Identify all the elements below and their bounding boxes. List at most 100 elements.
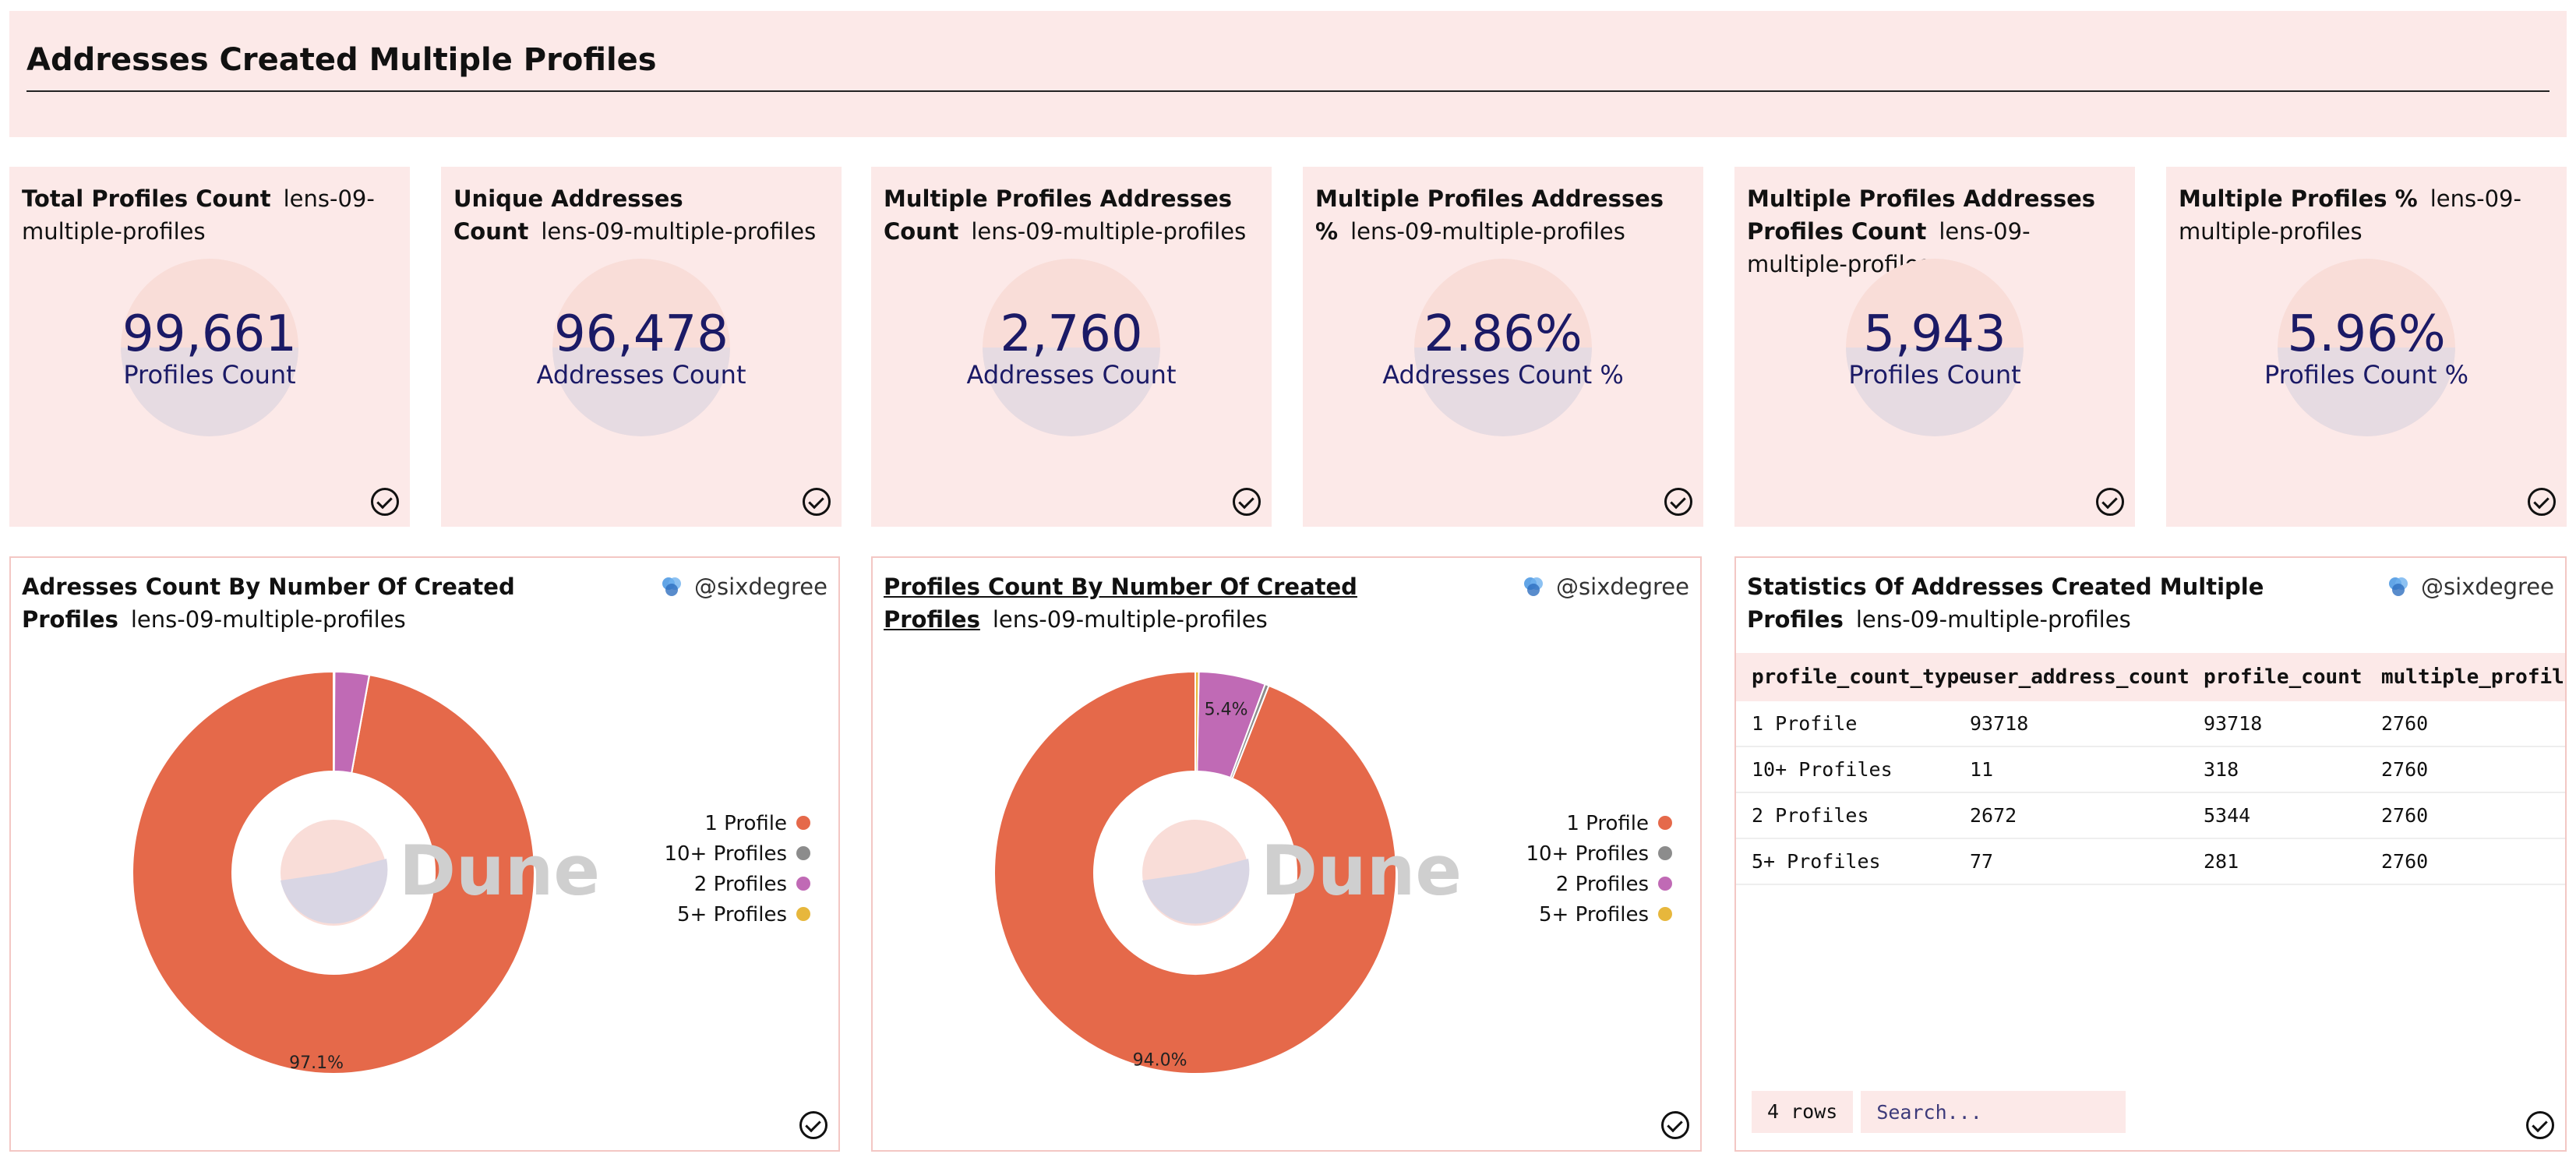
legend-label: 1 Profile xyxy=(704,812,787,835)
table-cell: 281 xyxy=(2204,850,2239,873)
author-name: @sixdegree xyxy=(1556,573,1689,600)
pie-slice-5-profiles[interactable] xyxy=(1194,670,1200,773)
column-header[interactable]: user_address_count xyxy=(1970,665,2190,689)
table-panel: Statistics Of Addresses Created Multiple… xyxy=(1734,556,2567,1152)
counter-background-pie xyxy=(1846,259,2024,436)
chart-title[interactable]: Profiles Count By Number Of Created Prof… xyxy=(884,573,1357,633)
table-cell: 93718 xyxy=(2204,712,2263,735)
legend-item[interactable]: 1 Profile xyxy=(1526,809,1672,839)
counter-title[interactable]: Multiple Profiles Addresses Count xyxy=(884,185,1233,245)
table-search-input[interactable] xyxy=(1861,1091,2126,1133)
counter-background-pie xyxy=(552,259,730,436)
query-name[interactable]: lens-09-multiple-profiles xyxy=(130,606,406,633)
check-icon xyxy=(1661,1111,1689,1139)
counter-card: Unique Addresses Count lens-09-multiple-p… xyxy=(441,167,842,527)
legend-color-dot xyxy=(796,906,810,921)
counter-label: Profiles Count % xyxy=(2264,360,2468,390)
watermark-pie-slice xyxy=(281,859,388,924)
legend-item[interactable]: 1 Profile xyxy=(664,809,810,839)
pie-slice-1-profile[interactable] xyxy=(993,670,1397,1075)
legend-label: 5+ Profiles xyxy=(1539,903,1649,926)
title-divider xyxy=(26,90,2550,92)
legend-item[interactable]: 5+ Profiles xyxy=(1526,900,1672,930)
pie-slice-1-profile[interactable] xyxy=(132,670,535,1075)
legend-label: 10+ Profiles xyxy=(1526,842,1649,866)
check-icon xyxy=(2526,1111,2554,1139)
legend-color-dot xyxy=(1658,906,1672,921)
legend-color-dot xyxy=(796,876,810,891)
table-row: 1 Profile 93718 93718 2760 xyxy=(1736,701,2565,747)
chart-panel-profiles: Profiles Count By Number Of Created Prof… xyxy=(871,556,1702,1152)
query-name[interactable]: lens-09-multiple-profiles xyxy=(1350,218,1625,245)
table-cell: 318 xyxy=(2204,758,2239,781)
chart-legend: 1 Profile 10+ Profiles 2 Profiles 5+ Profil… xyxy=(664,809,810,930)
table-cell: 2760 xyxy=(2381,850,2429,873)
query-name[interactable]: lens-09-multiple-profiles xyxy=(992,606,1268,633)
counter-title[interactable]: Multiple Profiles Addresses % xyxy=(1315,185,1664,245)
query-name[interactable]: lens-09-multiple-profiles xyxy=(2179,185,2521,245)
row-count-badge: 4 rows xyxy=(1752,1091,1854,1133)
counter-title[interactable]: Multiple Profiles % xyxy=(2179,185,2418,212)
counter-card: Multiple Profiles Addresses % lens-09-mul… xyxy=(1303,167,1703,527)
legend-item[interactable]: 2 Profiles xyxy=(1526,870,1672,900)
legend-item[interactable]: 10+ Profiles xyxy=(664,839,810,870)
counter-label: Addresses Count xyxy=(966,360,1177,390)
query-name[interactable]: lens-09-multiple-profiles xyxy=(971,218,1247,245)
table-cell: 5344 xyxy=(2204,804,2251,827)
table-cell: 11 xyxy=(1970,758,1994,781)
slice-data-label: 97.1% xyxy=(289,1053,344,1073)
table-title[interactable]: Statistics Of Addresses Created Multiple… xyxy=(1747,573,2264,633)
legend-item[interactable]: 2 Profiles xyxy=(664,870,810,900)
author-name: @sixdegree xyxy=(2421,573,2554,600)
query-name[interactable]: lens-09-multiple-profiles xyxy=(541,218,817,245)
dashboard-header: Addresses Created Multiple Profiles xyxy=(9,11,2567,137)
query-name[interactable]: lens-09-multiple-profiles xyxy=(1855,606,2131,633)
legend-color-dot xyxy=(796,815,810,830)
legend-label: 10+ Profiles xyxy=(664,842,787,866)
donut-chart: 94.0% 5.4% Dune xyxy=(993,670,1462,1075)
legend-item[interactable]: 10+ Profiles xyxy=(1526,839,1672,870)
table-footer: 4 rows xyxy=(1752,1091,2126,1133)
author-link[interactable]: @sixdegree xyxy=(1514,570,1689,603)
check-icon xyxy=(1664,488,1692,516)
counter-card: Multiple Profiles Addresses Profiles Cou… xyxy=(1734,167,2135,527)
legend-item[interactable]: 5+ Profiles xyxy=(664,900,810,930)
counter-value: 5.96% xyxy=(2287,305,2446,363)
watermark-pie-slice xyxy=(1142,859,1250,924)
pie-slice-5-profiles[interactable] xyxy=(333,670,336,773)
table-cell: 1 Profile xyxy=(1752,712,1858,735)
counter-label: Profiles Count xyxy=(1848,360,2021,390)
author-name: @sixdegree xyxy=(694,573,827,600)
column-header[interactable]: profile_count xyxy=(2204,665,2363,689)
counter-value: 2,760 xyxy=(1000,305,1143,363)
legend-label: 5+ Profiles xyxy=(677,903,787,926)
counter-title[interactable]: Total Profiles Count xyxy=(22,185,271,212)
legend-label: 2 Profiles xyxy=(1555,873,1649,896)
author-avatar-icon xyxy=(662,577,682,596)
column-header[interactable]: multiple_profil xyxy=(2381,665,2564,689)
legend-color-dot xyxy=(1658,815,1672,830)
data-table: profile_count_type user_address_count pr… xyxy=(1736,653,2565,885)
column-header[interactable]: profile_count_type xyxy=(1752,665,1971,689)
check-icon xyxy=(1233,488,1261,516)
table-cell: 93718 xyxy=(1970,712,2029,735)
table-cell: 77 xyxy=(1970,850,1994,873)
author-link[interactable]: @sixdegree xyxy=(652,570,827,603)
counter-value: 5,943 xyxy=(1863,305,2006,363)
counter-background-pie xyxy=(121,259,298,436)
dune-watermark: Dune xyxy=(399,831,600,911)
table-cell: 2760 xyxy=(2381,758,2429,781)
query-name[interactable]: lens-09-multiple-profiles xyxy=(22,185,375,245)
table-cell: 2760 xyxy=(2381,712,2429,735)
author-link[interactable]: @sixdegree xyxy=(2379,570,2554,603)
counter-title[interactable]: Unique Addresses Count xyxy=(453,185,683,245)
check-icon xyxy=(803,488,831,516)
check-icon xyxy=(2528,488,2556,516)
check-icon xyxy=(2096,488,2124,516)
slice-data-label: 94.0% xyxy=(1133,1051,1187,1071)
table-header-row: profile_count_type user_address_count pr… xyxy=(1736,653,2565,701)
counter-title[interactable]: Multiple Profiles Addresses Profiles Cou… xyxy=(1747,185,2096,245)
counter-card: Total Profiles Count lens-09-multiple-pro… xyxy=(9,167,410,527)
table-cell: 5+ Profiles xyxy=(1752,850,1881,873)
chart-title[interactable]: Adresses Count By Number Of Created Prof… xyxy=(22,573,515,633)
